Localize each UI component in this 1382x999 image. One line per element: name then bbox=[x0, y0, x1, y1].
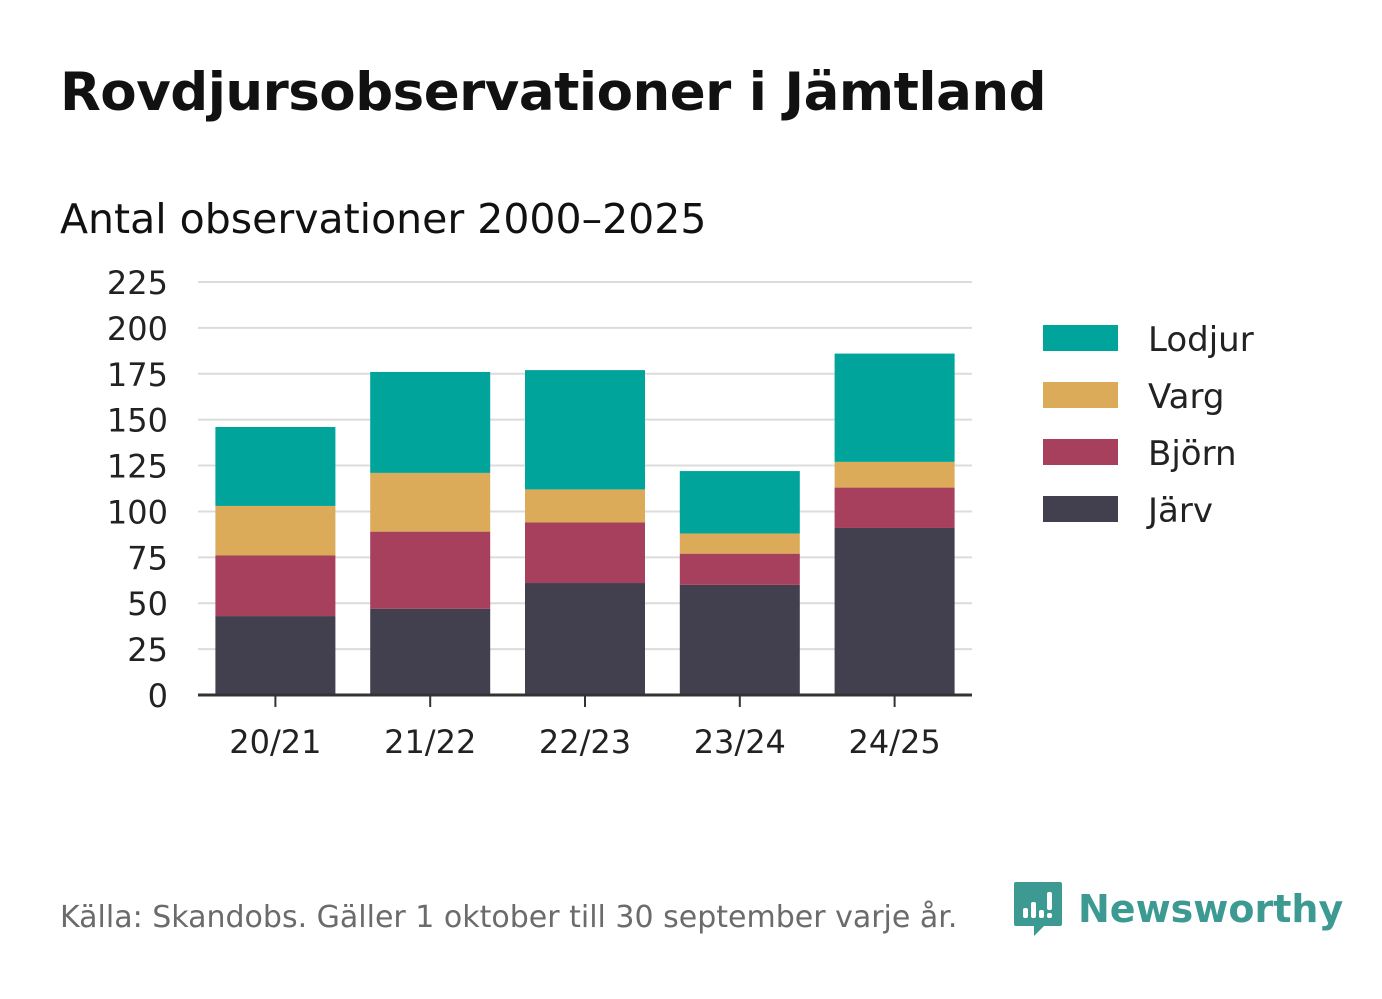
bar-segment-Björn bbox=[834, 487, 955, 528]
bar-segment-Järv bbox=[834, 527, 955, 695]
y-tick-label: 150 bbox=[107, 402, 168, 440]
bar-segment-Järv bbox=[525, 583, 645, 695]
brand-name: Newsworthy bbox=[1078, 887, 1344, 931]
bar-segment-Björn bbox=[370, 531, 491, 609]
brand-logo: Newsworthy bbox=[1012, 880, 1343, 938]
y-tick-label: 200 bbox=[107, 310, 168, 348]
x-axis: 20/21 21/22 22/23 23/24 24/25 bbox=[198, 693, 972, 761]
y-tick-label: 75 bbox=[127, 539, 168, 577]
bar-segment-Lodjur bbox=[370, 371, 491, 473]
chart-title: Rovdjursobservationer i Jämtland bbox=[60, 62, 1047, 123]
bar-segment-Varg bbox=[370, 472, 491, 532]
y-tick-label: 175 bbox=[107, 356, 168, 394]
legend-label-Varg: Varg bbox=[1148, 377, 1224, 417]
stacked-bar-chart: 0 25 50 75 100 125 150 175 200 225 20/21 21/22 22/2… bbox=[107, 264, 1254, 761]
bar-segment-Varg bbox=[215, 505, 336, 556]
bar-segment-Järv bbox=[215, 616, 336, 695]
bar-segment-Lodjur bbox=[525, 370, 645, 490]
x-tick-label: 21/22 bbox=[384, 723, 476, 761]
y-tick-label: 125 bbox=[107, 448, 168, 486]
bar-segment-Järv bbox=[370, 608, 491, 695]
bar-segment-Varg bbox=[834, 461, 955, 488]
bar-segment-Lodjur bbox=[679, 471, 800, 534]
legend-swatch-Björn bbox=[1043, 439, 1118, 465]
x-tick-label: 22/23 bbox=[539, 723, 631, 761]
legend: Lodjur Varg Björn Järv bbox=[1043, 320, 1254, 531]
bar-segment-Järv bbox=[679, 584, 800, 695]
x-tick-label: 20/21 bbox=[229, 723, 321, 761]
bar-segment-Varg bbox=[679, 533, 800, 554]
legend-swatch-Varg bbox=[1043, 382, 1118, 408]
bars bbox=[215, 353, 955, 695]
bar-segment-Varg bbox=[525, 489, 645, 523]
legend-label-Järv: Järv bbox=[1146, 491, 1213, 531]
bar-segment-Björn bbox=[679, 553, 800, 585]
y-tick-label: 50 bbox=[127, 585, 168, 623]
y-tick-label: 100 bbox=[107, 493, 168, 531]
legend-label-Lodjur: Lodjur bbox=[1148, 320, 1254, 360]
source-note: Källa: Skandobs. Gäller 1 oktober till 3… bbox=[60, 900, 958, 935]
y-tick-label: 25 bbox=[127, 631, 168, 669]
bar-segment-Björn bbox=[215, 555, 336, 617]
legend-label-Björn: Björn bbox=[1148, 434, 1237, 474]
bar-segment-Lodjur bbox=[834, 353, 955, 462]
y-tick-label: 225 bbox=[107, 264, 168, 302]
legend-swatch-Järv bbox=[1043, 496, 1118, 522]
newsworthy-logo-icon bbox=[1014, 882, 1062, 936]
y-axis-ticks: 0 25 50 75 100 125 150 175 200 225 bbox=[107, 264, 168, 715]
y-tick-label: 0 bbox=[148, 677, 168, 715]
x-tick-label: 24/25 bbox=[848, 723, 940, 761]
legend-swatch-Lodjur bbox=[1043, 325, 1118, 351]
chart-subtitle: Antal observationer 2000–2025 bbox=[60, 195, 707, 243]
bar-segment-Lodjur bbox=[215, 427, 336, 506]
x-tick-label: 23/24 bbox=[694, 723, 786, 761]
bar-segment-Björn bbox=[525, 522, 645, 584]
